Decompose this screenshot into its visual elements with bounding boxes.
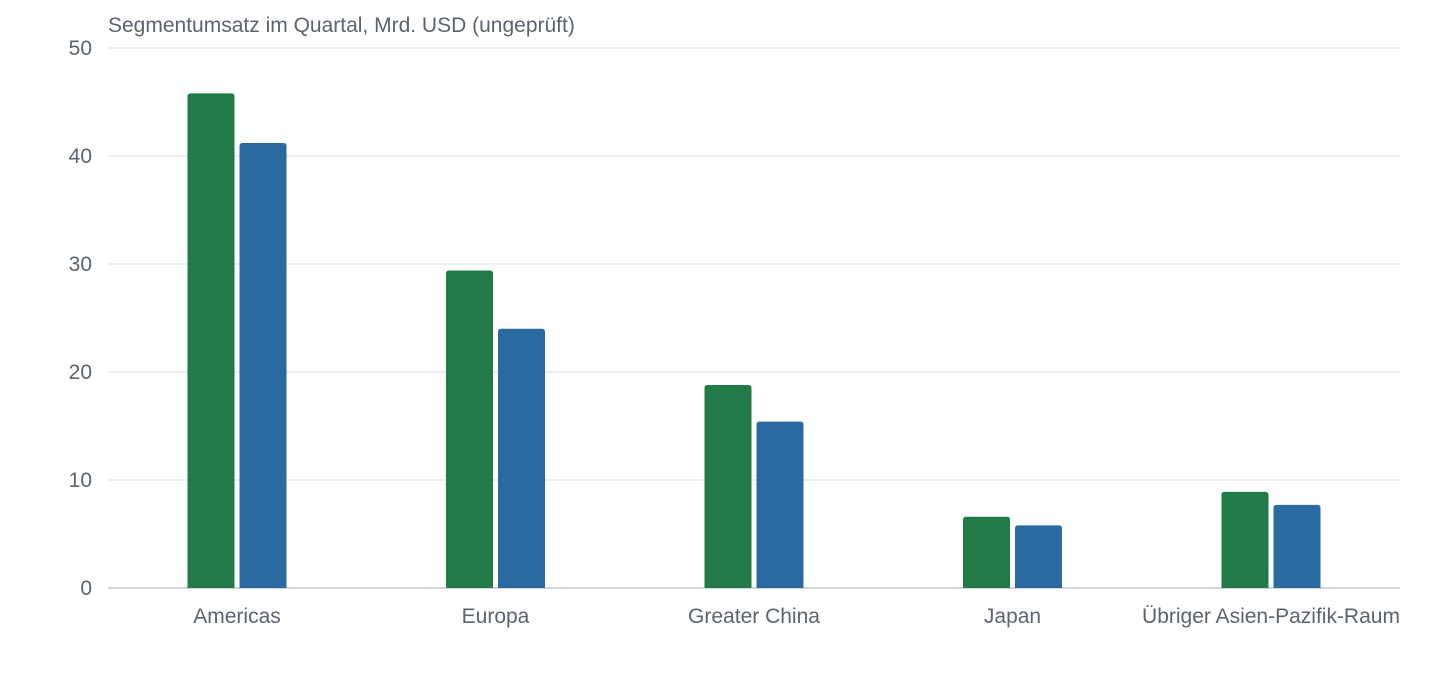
bar-americas-series-1 — [187, 93, 235, 589]
x-category-label: Übriger Asien-Pazifik-Raum — [1142, 605, 1400, 628]
chart-title: Segmentumsatz im Quartal, Mrd. USD (unge… — [108, 14, 575, 37]
y-tick-label: 0 — [80, 577, 92, 600]
x-category-label: Europa — [462, 605, 530, 628]
bar-greater-china-series-1 — [704, 384, 752, 588]
bar--briger-asien-pazifik-raum-series-2 — [1273, 504, 1321, 588]
gridlines — [108, 47, 1400, 589]
y-axis-ticks: 0 10 20 30 40 50 — [69, 37, 92, 600]
x-category-label: Greater China — [688, 605, 820, 628]
bar-japan-series-1 — [963, 516, 1010, 588]
bar-europa-series-2 — [498, 328, 545, 588]
bar-europa-series-1 — [446, 270, 493, 588]
x-category-label: Japan — [984, 605, 1041, 628]
x-axis-labels: Americas Europa Greater China Japan Übriger … — [193, 605, 1400, 628]
bar-japan-series-2 — [1015, 525, 1062, 588]
y-tick-label: 50 — [69, 37, 92, 60]
bar--briger-asien-pazifik-raum-series-1 — [1221, 491, 1269, 588]
y-tick-label: 10 — [69, 469, 92, 492]
x-category-label: Americas — [193, 605, 281, 628]
bar-greater-china-series-2 — [756, 421, 804, 588]
y-tick-label: 40 — [69, 145, 92, 168]
bars — [187, 93, 1321, 589]
y-tick-label: 30 — [69, 253, 92, 276]
y-tick-label: 20 — [69, 361, 92, 384]
bar-americas-series-2 — [239, 143, 287, 589]
